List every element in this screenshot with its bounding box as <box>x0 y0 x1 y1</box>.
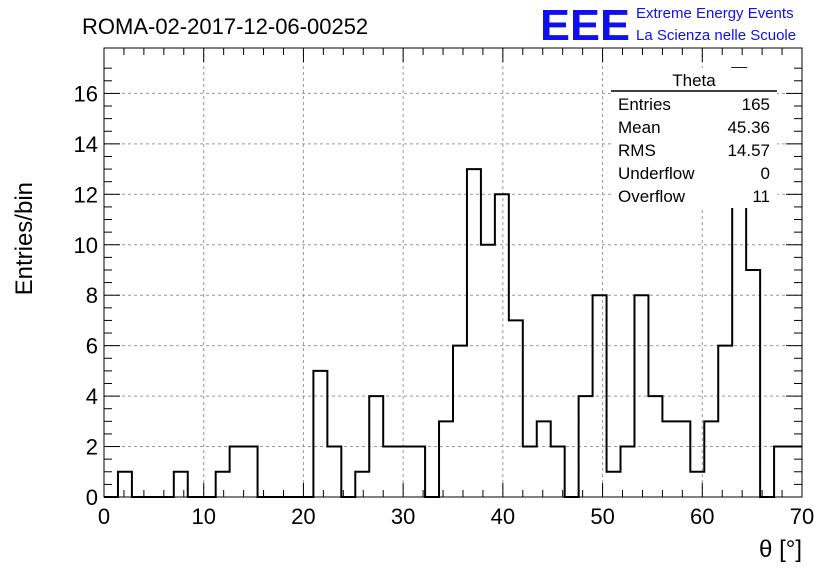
histogram-bin <box>174 472 188 497</box>
plot-frame <box>103 47 803 498</box>
x-tick-label: 60 <box>690 504 714 529</box>
stats-box: Theta Entries 165 Mean 45.36 RMS 14.57 Underfl… <box>611 68 777 208</box>
histogram-bin <box>327 447 341 497</box>
stats-row-value: 11 <box>752 187 770 206</box>
stats-row-value: 14.57 <box>727 141 770 160</box>
stats-title: Theta <box>672 71 716 90</box>
x-tick-label: 20 <box>291 504 315 529</box>
x-tick-labels: 0 10 20 30 40 50 60 70 <box>98 504 814 529</box>
histogram-bin <box>397 447 411 497</box>
y-tick-label: 2 <box>86 435 98 460</box>
y-tick-labels: 0 2 4 6 8 10 12 14 16 <box>74 81 98 510</box>
histogram-bin <box>439 421 453 497</box>
x-tick-label: 30 <box>391 504 415 529</box>
stats-row-label: Mean <box>618 118 661 137</box>
histogram-outline <box>104 67 802 498</box>
histogram-bin <box>718 346 732 497</box>
histogram-bin <box>230 447 244 497</box>
y-tick-label: 12 <box>74 182 98 207</box>
histogram-bin <box>313 371 327 497</box>
histogram-bin <box>411 447 425 497</box>
x-tick-label: 50 <box>590 504 614 529</box>
y-tick-label: 10 <box>74 233 98 258</box>
histogram-bin <box>481 245 495 497</box>
histogram-bin <box>216 472 230 497</box>
histogram-bin <box>523 447 537 497</box>
x-tick-label: 0 <box>98 504 110 529</box>
eee-logo: EEE Extreme Energy Events La Scienza nel… <box>540 1 796 50</box>
eee-logo-mark: EEE <box>540 1 630 50</box>
histogram-bin <box>662 421 676 497</box>
histogram-bin <box>509 320 523 497</box>
stats-row-label: Overflow <box>618 187 686 206</box>
y-tick-label: 4 <box>86 384 98 409</box>
histogram-bin <box>467 169 481 497</box>
histogram-bin <box>355 472 369 497</box>
stats-row-value: 45.36 <box>727 118 770 137</box>
stats-row-label: RMS <box>618 141 656 160</box>
histogram-bin <box>621 447 635 497</box>
histogram-bin <box>676 421 690 497</box>
histogram-bin <box>453 346 467 497</box>
x-tick-label: 70 <box>790 504 814 529</box>
histogram-bin <box>118 472 132 497</box>
y-tick-label: 0 <box>86 485 98 510</box>
chart-title: ROMA-02-2017-12-06-00252 <box>82 14 368 39</box>
y-tick-label: 16 <box>74 81 98 106</box>
stats-rows: Entries 165 Mean 45.36 RMS 14.57 Underflow 0 Ove… <box>618 95 770 206</box>
stats-row-value: 165 <box>742 95 770 114</box>
stats-row-label: Entries <box>618 95 671 114</box>
histogram-bin <box>537 421 551 497</box>
histogram-bins <box>104 67 802 498</box>
histogram-bin <box>244 447 258 497</box>
x-tick-label: 40 <box>491 504 515 529</box>
stats-row-label: Underflow <box>618 164 695 183</box>
histogram-bin <box>704 421 718 497</box>
y-axis-label: Entries/bin <box>11 182 38 295</box>
histogram-bin <box>774 447 788 497</box>
stats-row-value: 0 <box>761 164 770 183</box>
x-axis-label: θ [°] <box>759 536 802 563</box>
x-tick-label: 10 <box>191 504 215 529</box>
histogram-bin <box>383 447 397 497</box>
y-tick-label: 6 <box>86 334 98 359</box>
eee-logo-line2: La Scienza nelle Scuole <box>636 27 796 44</box>
histogram-bin <box>551 447 565 497</box>
y-tick-label: 14 <box>74 132 98 157</box>
eee-logo-line1: Extreme Energy Events <box>636 5 794 22</box>
histogram-bin <box>607 472 621 497</box>
histogram-bin <box>746 270 760 497</box>
y-tick-label: 8 <box>86 283 98 308</box>
